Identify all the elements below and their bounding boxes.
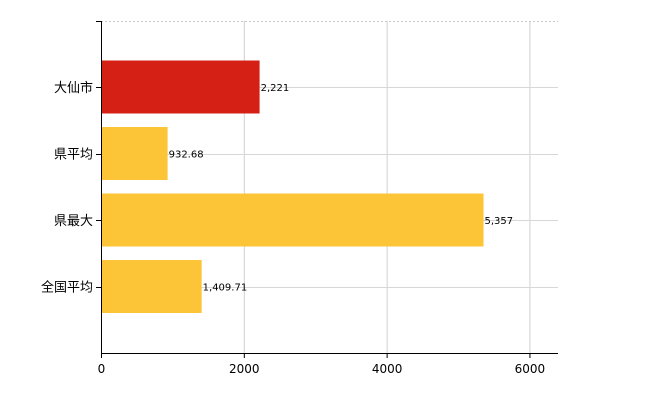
- x-tick-label-6000: 6000: [515, 362, 546, 376]
- data-label-2: 5,357: [485, 216, 514, 227]
- data-label-3: 1,409.71: [203, 283, 248, 294]
- data-label-0: 2,221: [261, 83, 290, 94]
- category-label-2: 県最大: [54, 214, 93, 229]
- x-tick-label-4000: 4000: [372, 362, 403, 376]
- bar-0: [101, 60, 260, 114]
- bar-3: [101, 260, 202, 313]
- x-tick-label-2000: 2000: [229, 362, 260, 376]
- bar-2: [101, 193, 484, 247]
- x-tick-label-0: 0: [98, 362, 106, 376]
- data-label-1: 932.68: [169, 150, 204, 161]
- category-label-0: 大仙市: [54, 80, 93, 96]
- category-label-3: 全国平均: [41, 280, 93, 296]
- bar-1: [101, 127, 168, 180]
- category-label-1: 県平均: [54, 148, 93, 163]
